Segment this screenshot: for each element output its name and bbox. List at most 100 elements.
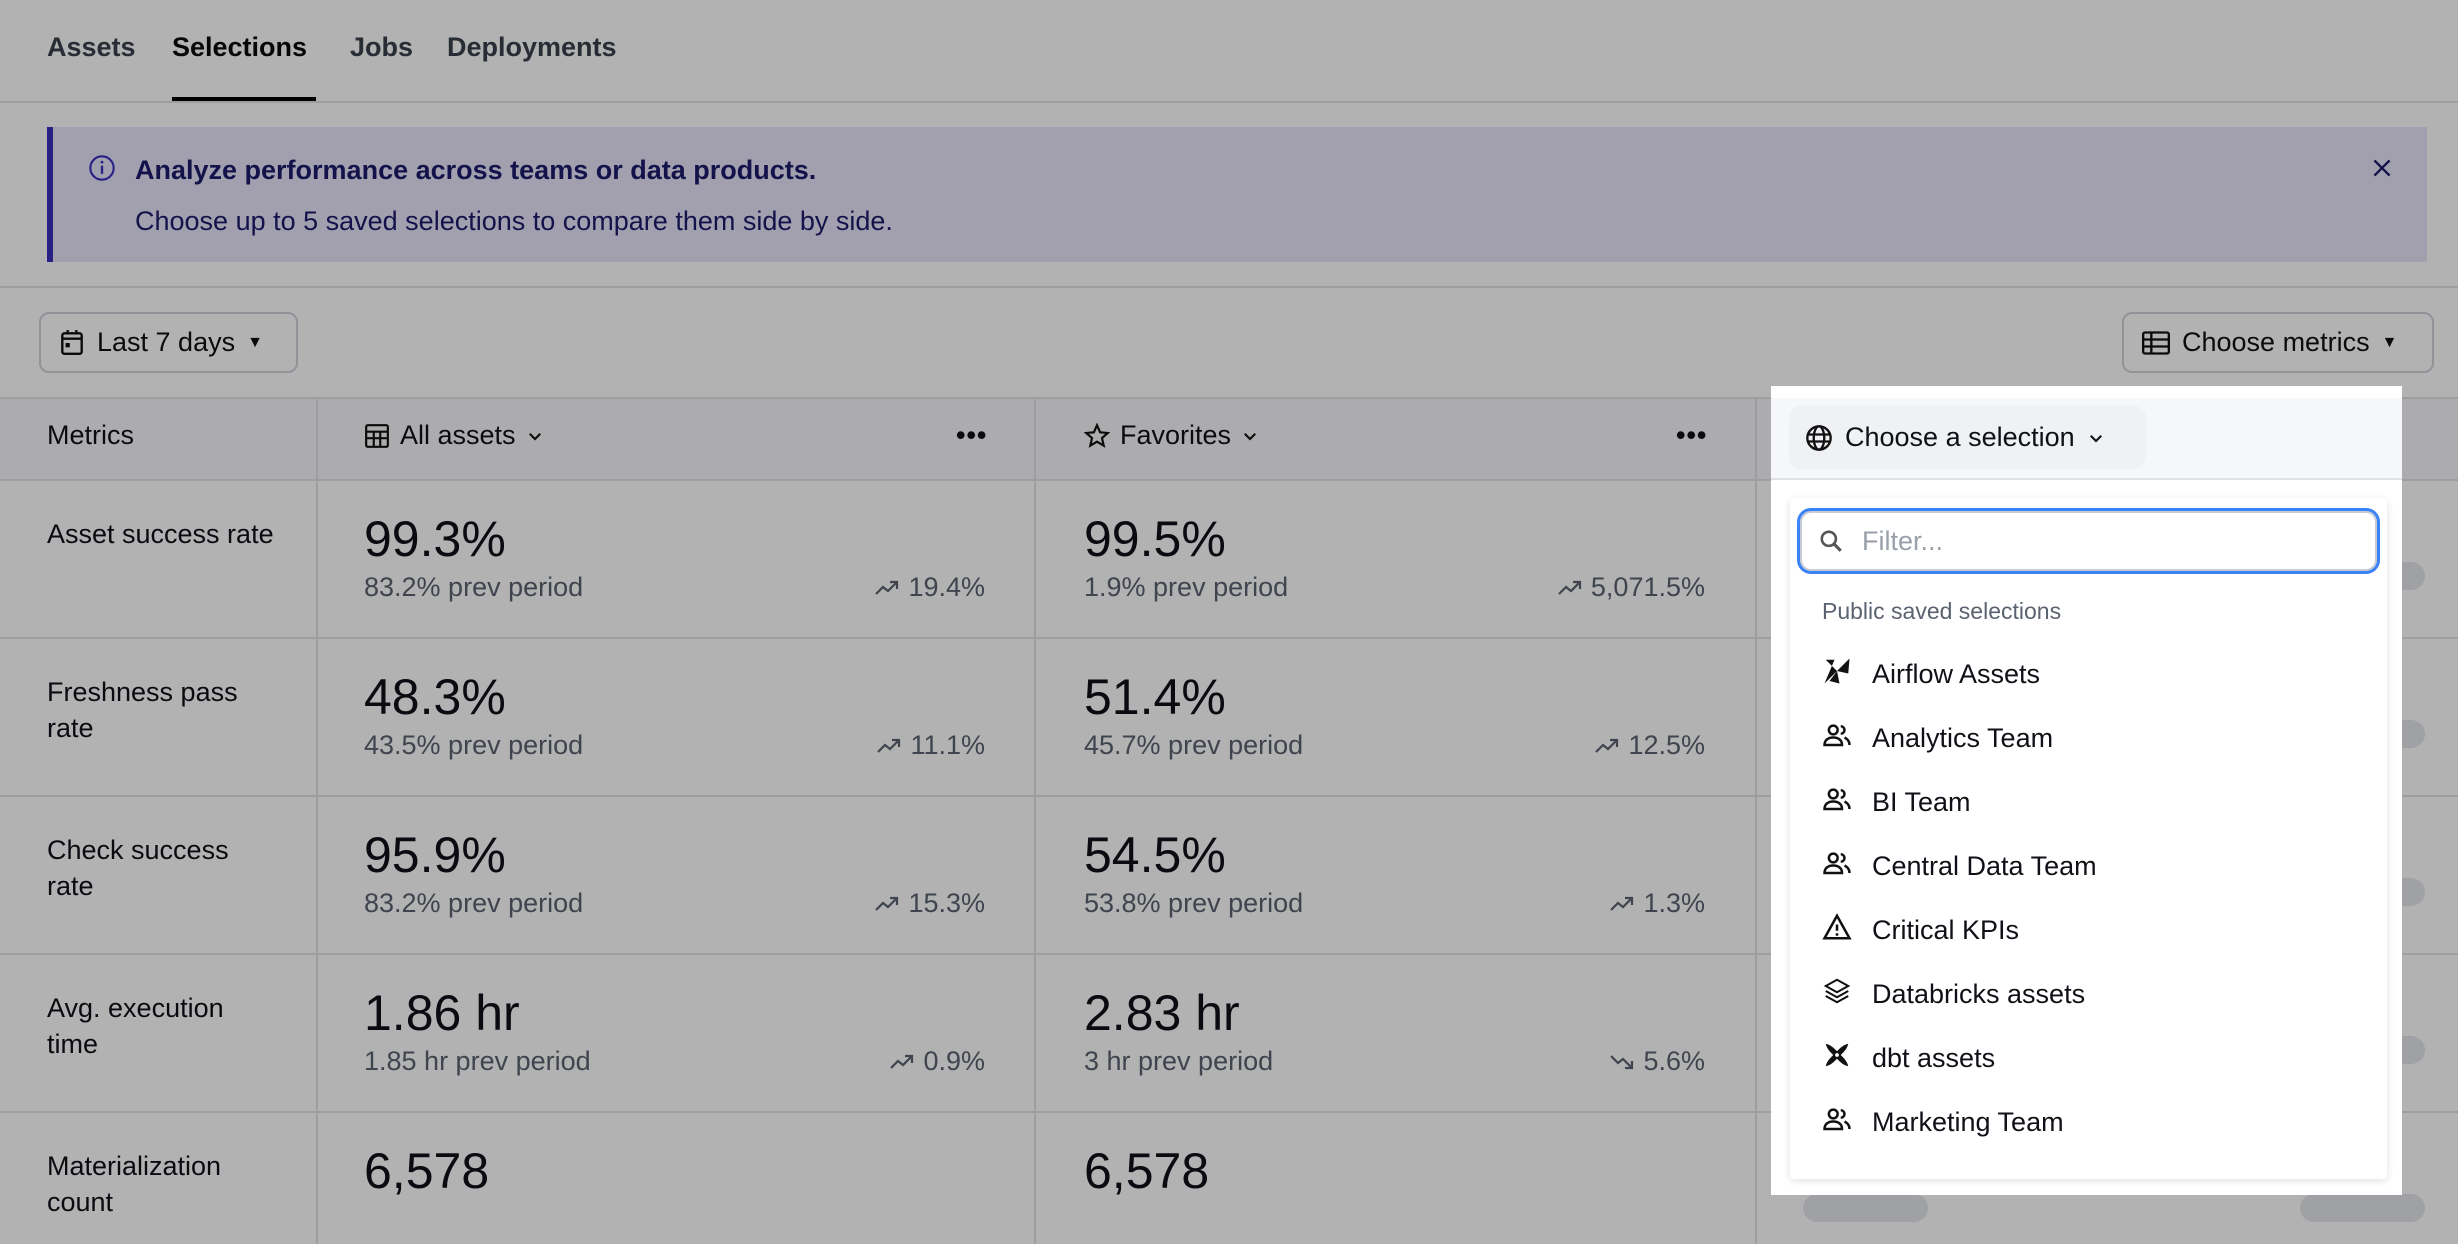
table-icon [2142,330,2170,355]
selection-item[interactable]: Critical KPIs [1822,905,2019,955]
selection-item[interactable]: Central Data Team [1822,841,2097,891]
tab-assets[interactable]: Assets [47,32,136,62]
selection-item[interactable]: BI Team [1822,777,1971,827]
warning-icon [1822,912,1852,949]
trending-up-icon [875,896,899,911]
team-icon [1822,1104,1852,1141]
metric-value: 95.9% [364,827,506,883]
date-range-button[interactable]: Last 7 days ▼ [39,312,298,373]
metric-value: 99.5% [1084,511,1226,567]
filter-input[interactable] [1862,525,2342,557]
selection-item-label: Analytics Team [1872,722,2054,753]
trending-up-icon [875,580,899,595]
filter-field[interactable] [1797,508,2380,574]
selection-item[interactable]: Marketing Team [1822,1097,2064,1147]
tab-selections[interactable]: Selections [172,32,308,62]
metric-value: 1.86 hr [364,985,520,1041]
selection-item-label: Databricks assets [1872,978,2086,1009]
divider [0,637,2458,639]
metric-value: 99.3% [364,511,506,567]
column-label: All assets [400,420,516,450]
divider [316,398,318,1244]
metric-label: Asset success rate [47,519,274,549]
selection-item-label: BI Team [1872,786,1971,817]
metric-value: 48.3% [364,669,506,725]
metric-value: 6,578 [1084,1143,1210,1199]
change-value: 5,071.5% [1590,572,1705,602]
divider [0,795,2458,797]
choose-metrics-label: Choose metrics [2182,327,2370,357]
divider [1034,398,1036,1244]
caret-down-icon: ▼ [247,333,263,351]
trending-up-icon [877,738,901,753]
metric-value: 51.4% [1084,669,1226,725]
table-icon [365,423,389,448]
column-label: Favorites [1120,420,1232,450]
selection-item-label: Central Data Team [1872,850,2097,881]
selection-dropdown: Public saved selections Airflow Assets An… [1790,498,2387,1179]
selection-item[interactable]: Airflow Assets [1822,649,2040,699]
prev-period: 83.2% prev period [364,888,584,918]
tab-deployments[interactable]: Deployments [447,32,617,62]
close-icon[interactable] [2369,155,2395,181]
team-icon [1822,720,1852,757]
caret-down-icon: ▼ [2381,333,2398,351]
airflow-icon [1822,656,1852,693]
trending-up-icon [890,1054,914,1069]
change-indicator: 5,071.5% [1405,572,1705,603]
change-indicator: 12.5% [1405,730,1705,761]
metrics-header: Metrics [47,420,134,450]
divider [1755,398,1757,1244]
choose-selection-button[interactable]: Choose a selection [1789,406,2146,469]
change-value: 1.3% [1643,888,1705,918]
section-label: Public saved selections [1822,598,2062,624]
prev-period: 1.85 hr prev period [364,1046,591,1076]
chevron-down-icon [1244,432,1257,440]
banner-title: Analyze performance across teams or data… [135,155,817,185]
prev-period: 43.5% prev period [364,730,584,760]
change-value: 12.5% [1628,730,1705,760]
change-indicator: 19.4% [685,572,985,603]
divider [0,1111,2458,1113]
metric-label: Freshness pass rate [47,677,238,743]
loading-skeleton [1803,1194,1928,1222]
search-icon [1820,530,1842,552]
change-value: 5.6% [1643,1046,1705,1076]
change-indicator: 15.3% [685,888,985,919]
metric-value: 6,578 [364,1143,490,1199]
metric-value: 2.83 hr [1084,985,1240,1041]
metric-label: Check success rate [47,835,229,901]
column-more-button[interactable]: ••• [1676,420,1707,451]
change-value: 0.9% [923,1046,985,1076]
prev-period: 1.9% prev period [1084,572,1289,602]
info-banner: Analyze performance across teams or data… [47,127,2427,262]
divider [0,953,2458,955]
trending-up-icon [1558,580,1582,595]
metric-label: Avg. execution time [47,993,224,1059]
banner-body: Choose up to 5 saved selections to compa… [135,206,893,236]
change-indicator: 1.3% [1405,888,1705,919]
choose-metrics-button[interactable]: Choose metrics ▼ [2122,312,2434,373]
divider [0,479,2458,481]
column-more-button[interactable]: ••• [956,420,987,451]
more-icon: ••• [956,420,988,450]
more-icon: ••• [1676,420,1708,450]
selection-item-label: Marketing Team [1872,1106,2064,1137]
active-tab-indicator [172,97,316,102]
prev-period: 3 hr prev period [1084,1046,1274,1076]
selection-item[interactable]: dbt assets [1822,1033,1995,1083]
metric-value: 54.5% [1084,827,1226,883]
selection-item[interactable]: Databricks assets [1822,969,2085,1019]
choose-selection-label: Choose a selection [1845,422,2075,452]
selection-item[interactable]: Analytics Team [1822,713,2053,763]
dbt-icon [1822,1040,1852,1077]
prev-period: 53.8% prev period [1084,888,1304,918]
team-icon [1822,848,1852,885]
column-header-favorites[interactable]: Favorites [1084,420,1259,451]
databricks-icon [1822,976,1852,1013]
column-header-all-assets[interactable]: All assets [364,420,544,451]
team-icon [1822,784,1852,821]
tab-jobs[interactable]: Jobs [350,32,414,62]
change-indicator: 5.6% [1405,1046,1705,1077]
divider [0,286,2458,288]
